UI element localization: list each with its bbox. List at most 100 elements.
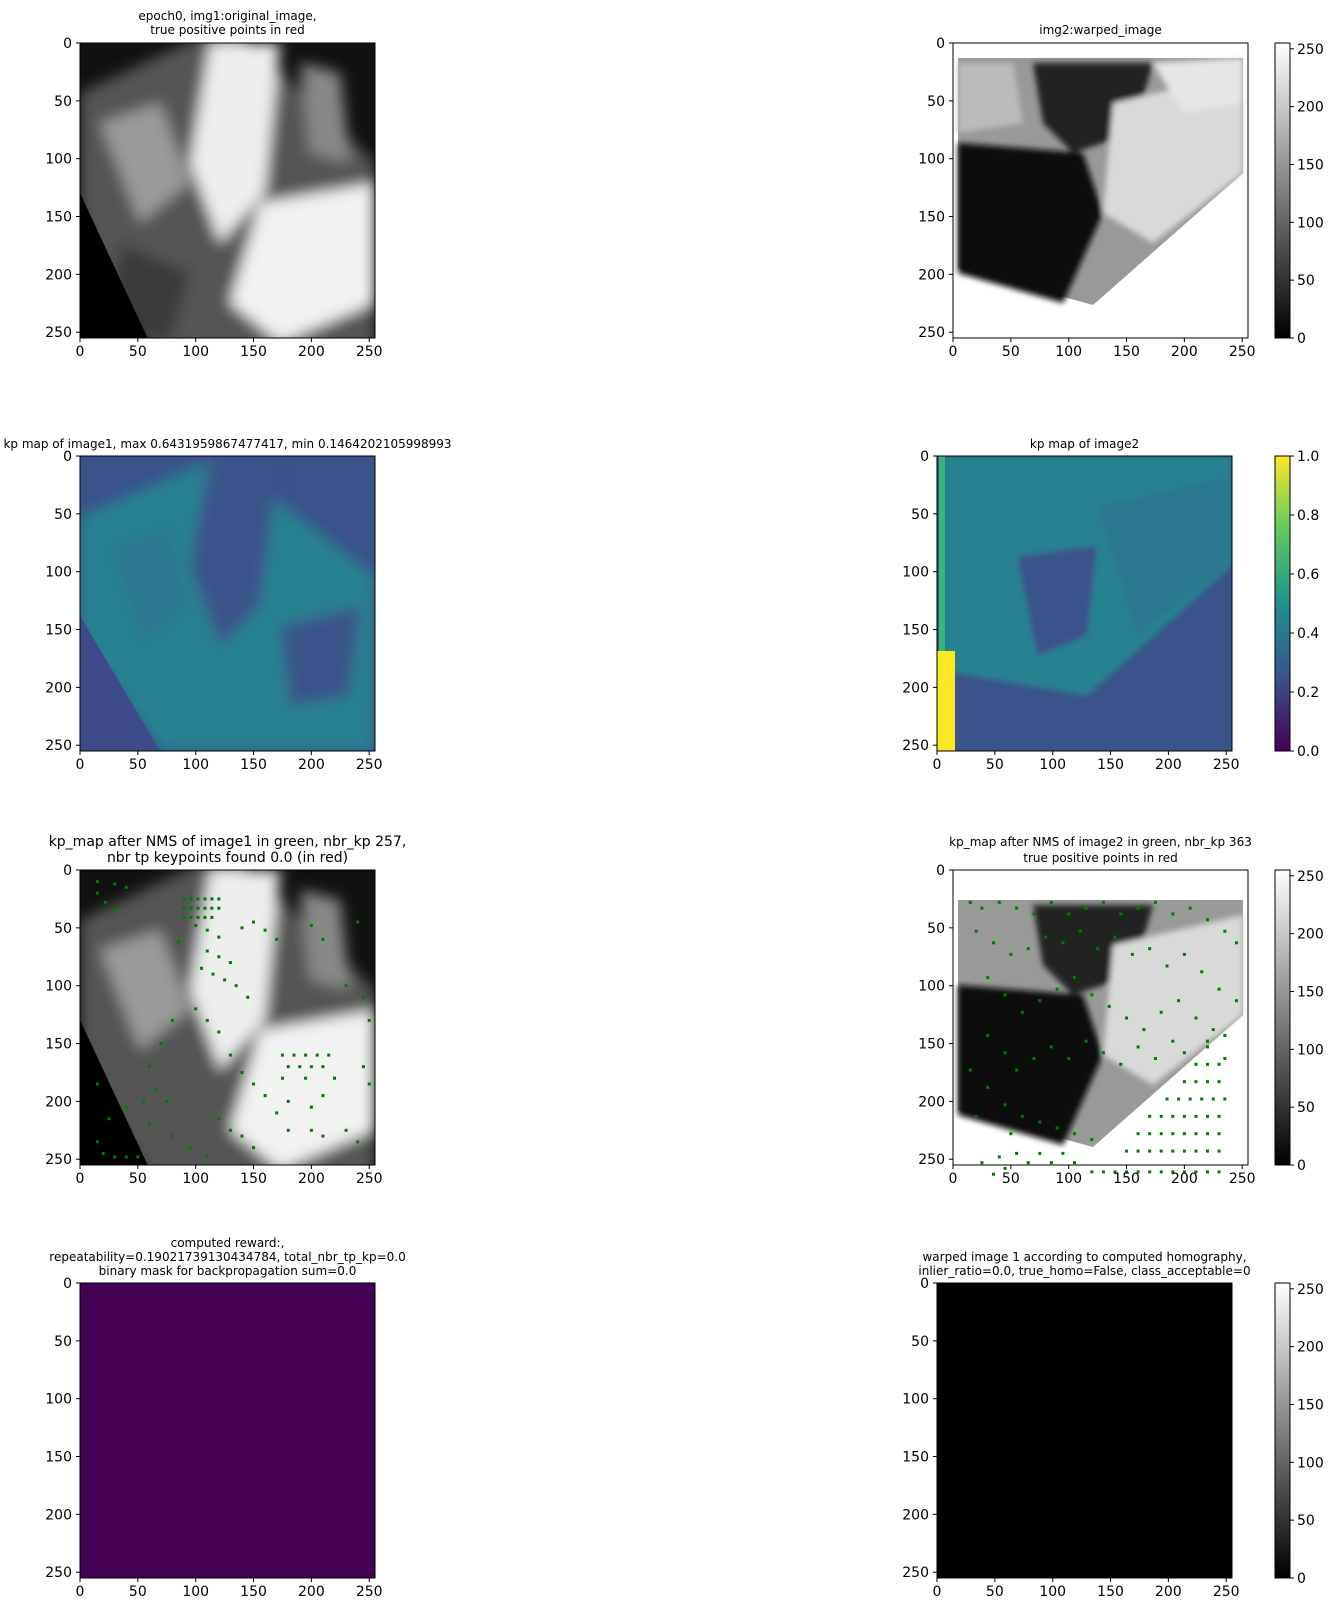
keypoint-marker xyxy=(1049,900,1053,904)
keypoint-marker xyxy=(1148,1132,1152,1136)
keypoint-marker xyxy=(315,1053,319,1057)
keypoint-marker xyxy=(1101,1170,1105,1174)
y-tick-label: 200 xyxy=(918,1094,945,1110)
keypoint-marker xyxy=(1206,1045,1210,1049)
x-tick-label: 50 xyxy=(129,344,147,360)
keypoint-marker xyxy=(1182,1114,1186,1118)
x-tick-label: 0 xyxy=(76,1584,85,1600)
panel-title: kp map of image2 xyxy=(1030,437,1139,451)
keypoint-marker xyxy=(309,1065,313,1069)
keypoint-marker xyxy=(1171,1132,1175,1136)
keypoint-marker xyxy=(1038,1151,1042,1155)
x-tick-label: 150 xyxy=(240,344,267,360)
keypoint-marker xyxy=(1165,964,1169,968)
x-tick-label: 150 xyxy=(240,1171,267,1187)
keypoint-marker xyxy=(298,1065,302,1069)
colorbar-tick-label: 200 xyxy=(1297,1340,1324,1356)
keypoint-marker xyxy=(263,928,267,932)
keypoint-marker xyxy=(1206,1062,1210,1066)
keypoint-marker xyxy=(1009,952,1013,956)
colorbar-tick-label: 0.0 xyxy=(1297,744,1319,760)
y-tick-label: 100 xyxy=(45,565,72,581)
keypoint-marker xyxy=(1206,1132,1210,1136)
y-tick-label: 150 xyxy=(45,1037,72,1053)
panel-warped-homography xyxy=(937,1283,1232,1578)
colorbar-tick-label: 50 xyxy=(1297,273,1315,289)
keypoint-marker xyxy=(321,1094,325,1098)
x-tick-label: 150 xyxy=(1097,1584,1124,1600)
keypoint-marker xyxy=(1090,993,1094,997)
panel-kp-map-image2 xyxy=(937,456,1232,751)
y-tick-label: 250 xyxy=(902,738,929,754)
keypoint-marker xyxy=(986,976,990,980)
x-tick-label: 100 xyxy=(182,1584,209,1600)
x-tick-label: 100 xyxy=(182,344,209,360)
keypoint-marker xyxy=(203,897,207,901)
keypoint-marker xyxy=(1125,1149,1129,1153)
x-tick-label: 200 xyxy=(298,1171,325,1187)
keypoint-marker xyxy=(1130,952,1134,956)
keypoint-marker xyxy=(228,1128,232,1132)
panel-title: kp_map after NMS of image1 in green, nbr… xyxy=(49,834,407,850)
keypoint-marker xyxy=(1096,947,1100,951)
x-tick-label: 150 xyxy=(1113,344,1140,360)
keypoint-marker xyxy=(1136,906,1140,910)
x-tick-label: 200 xyxy=(1155,757,1182,773)
x-tick-label: 0 xyxy=(76,757,85,773)
x-tick-label: 200 xyxy=(298,1584,325,1600)
colorbar-tick-label: 250 xyxy=(1297,1282,1324,1298)
x-tick-label: 100 xyxy=(1055,1171,1082,1187)
keypoint-marker xyxy=(1159,1114,1163,1118)
colorbar-tick-label: 100 xyxy=(1297,1042,1324,1058)
keypoint-marker xyxy=(182,897,186,901)
panel-title: binary mask for backpropagation sum=0.0 xyxy=(99,1264,357,1278)
x-tick-label: 200 xyxy=(1155,1584,1182,1600)
keypoint-marker xyxy=(1159,1170,1163,1174)
keypoint-marker xyxy=(1061,1151,1065,1155)
keypoint-marker xyxy=(275,1111,279,1115)
keypoint-marker xyxy=(1101,900,1105,904)
x-tick-label: 150 xyxy=(1097,757,1124,773)
y-tick-label: 200 xyxy=(918,267,945,283)
x-tick-label: 50 xyxy=(129,1171,147,1187)
x-tick-label: 0 xyxy=(933,757,942,773)
y-tick-label: 50 xyxy=(927,94,945,110)
keypoint-marker xyxy=(1142,1028,1146,1032)
y-tick-label: 0 xyxy=(63,449,72,465)
keypoint-marker xyxy=(176,940,180,944)
keypoint-marker xyxy=(217,897,221,901)
y-tick-label: 250 xyxy=(45,1565,72,1581)
colorbar-tick-label: 200 xyxy=(1297,927,1324,943)
colorbar-tick-label: 150 xyxy=(1297,1397,1324,1413)
keypoint-marker xyxy=(1107,1004,1111,1008)
y-tick-label: 50 xyxy=(54,921,72,937)
x-tick-label: 250 xyxy=(356,1584,383,1600)
keypoint-marker xyxy=(223,978,227,982)
keypoint-marker xyxy=(1119,1062,1123,1066)
keypoint-marker xyxy=(1171,1170,1175,1174)
keypoint-marker xyxy=(1182,1080,1186,1084)
y-tick-label: 150 xyxy=(918,210,945,226)
x-tick-label: 50 xyxy=(1002,344,1020,360)
keypoint-marker xyxy=(210,897,214,901)
keypoint-marker xyxy=(1003,1103,1007,1107)
y-tick-label: 250 xyxy=(45,1152,72,1168)
y-tick-label: 0 xyxy=(920,1276,929,1292)
panel-nms-image2 xyxy=(953,885,1248,1180)
keypoint-marker xyxy=(1003,1166,1007,1170)
panel-title: warped image 1 according to computed hom… xyxy=(922,1250,1246,1264)
keypoint-marker xyxy=(333,1076,337,1080)
keypoint-marker xyxy=(1153,900,1157,904)
y-tick-label: 100 xyxy=(45,1392,72,1408)
keypoint-marker xyxy=(1165,1097,1169,1101)
keypoint-marker xyxy=(1055,987,1059,991)
colorbar xyxy=(1274,455,1291,752)
axes-frame xyxy=(952,42,1249,339)
keypoint-marker xyxy=(968,900,972,904)
y-tick-label: 200 xyxy=(902,680,929,696)
x-tick-label: 50 xyxy=(1002,1171,1020,1187)
panel-nms-image1 xyxy=(80,870,375,1165)
x-tick-label: 100 xyxy=(1055,344,1082,360)
colorbar-tick-label: 0.6 xyxy=(1297,567,1319,583)
colorbar-tick-label: 1.0 xyxy=(1297,449,1319,465)
